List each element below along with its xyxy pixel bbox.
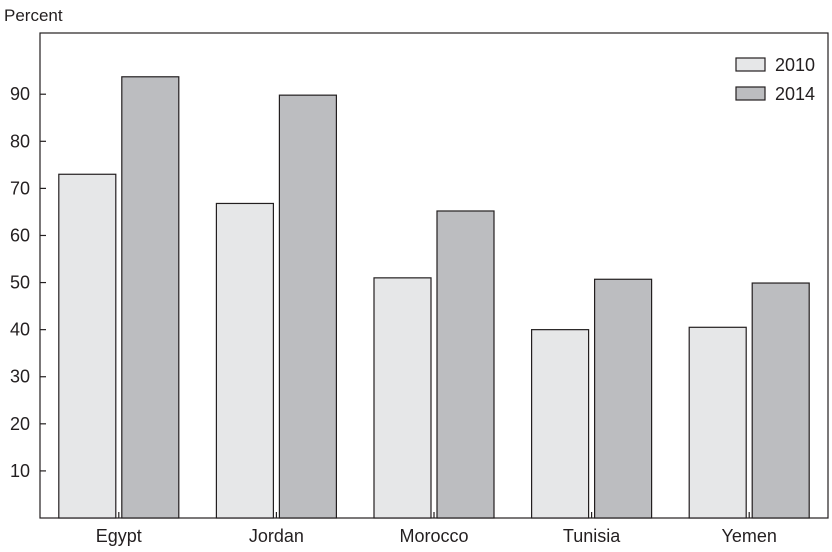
y-tick-label: 80	[10, 131, 30, 151]
y-tick-label: 20	[10, 414, 30, 434]
y-tick-label: 40	[10, 320, 30, 340]
y-tick-label: 70	[10, 178, 30, 198]
bar-2010-jordan	[215, 202, 274, 519]
legend-label-2010: 2010	[775, 55, 815, 75]
y-tick-label: 60	[10, 225, 30, 245]
bar-2014-yemen	[751, 282, 810, 519]
bar-2010-egypt	[58, 173, 117, 519]
y-tick-label: 10	[10, 461, 30, 481]
legend-label-2014: 2014	[775, 84, 815, 104]
y-tick-label: 90	[10, 84, 30, 104]
bar-2010-yemen	[688, 326, 747, 519]
category-label: Egypt	[96, 526, 142, 546]
bar-2014-egypt	[121, 76, 180, 519]
bar-2010-morocco	[373, 277, 432, 519]
category-label: Tunisia	[563, 526, 621, 546]
bar-2014-morocco	[436, 210, 495, 519]
bar-2014-tunisia	[593, 278, 653, 519]
bar-2014-jordan	[278, 94, 337, 519]
legend-swatch-2010	[735, 57, 766, 72]
bar-2010-tunisia	[530, 329, 590, 519]
category-label: Morocco	[399, 526, 468, 546]
legend-swatch-2014	[735, 86, 766, 101]
y-axis-title: Percent	[4, 6, 63, 25]
category-label: Yemen	[722, 526, 777, 546]
x-axis: Egypt Jordan Morocco Tunisia Yemen	[96, 512, 777, 546]
bars-group	[58, 76, 810, 519]
y-axis: 10 20 30 40 50 60 70 80 90	[10, 84, 46, 481]
category-label: Jordan	[249, 526, 304, 546]
legend: 2010 2014	[735, 55, 815, 104]
y-tick-label: 50	[10, 273, 30, 293]
y-tick-label: 30	[10, 367, 30, 387]
